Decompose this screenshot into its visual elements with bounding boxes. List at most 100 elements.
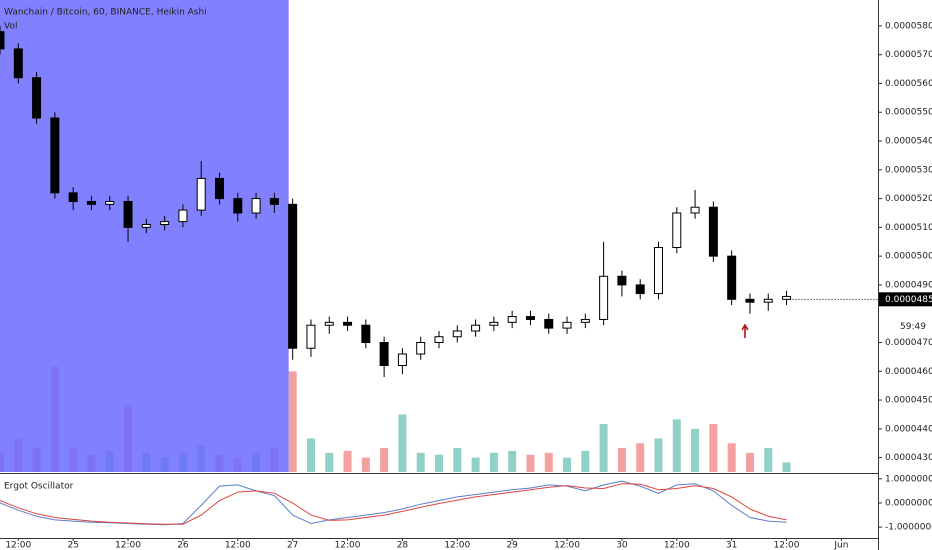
highlight-zone: [0, 0, 289, 472]
y-tick-label: 0.0000520: [885, 194, 932, 204]
candle-body: [489, 321, 499, 326]
y-tick-label: 0.0000510: [885, 223, 932, 233]
volume-bar: [361, 457, 370, 472]
y-tick-label: 0.0000450: [885, 396, 932, 406]
candle-body: [361, 324, 371, 343]
x-tick-label: 26: [177, 541, 189, 550]
candle-body: [525, 316, 535, 320]
candle-body: [745, 298, 755, 303]
candle-body: [13, 48, 23, 79]
candle-body: [599, 275, 609, 320]
candle-body: [672, 212, 682, 249]
candle-body: [379, 341, 389, 367]
y-tick-label: 0.0000470: [885, 338, 932, 348]
candle-body: [50, 117, 60, 194]
y-tick-label: 0.0000430: [885, 453, 932, 463]
y-tick-label: 0.0000440: [885, 424, 932, 434]
volume-bar: [306, 438, 315, 472]
oscillator-layer: [0, 480, 787, 526]
x-tick-label: 28: [397, 541, 409, 550]
volume-bar: [599, 424, 608, 472]
osc-y-tick-label: 0.0000000: [885, 498, 932, 508]
x-tick-label: 27: [287, 541, 298, 550]
volume-bar: [672, 419, 681, 472]
volume-bar: [508, 450, 517, 472]
candle-body: [434, 336, 444, 343]
candle-body: [343, 321, 353, 326]
volume-bar: [544, 452, 553, 472]
x-tick-label: 25: [67, 541, 78, 550]
x-tick-label: Jun: [833, 541, 848, 550]
last-price-tag: [879, 292, 932, 307]
volume-label: Vol: [4, 22, 17, 32]
candle-body: [562, 321, 572, 329]
volume-bar: [380, 448, 389, 472]
candle-body: [86, 200, 96, 205]
y-tick-label: 0.0000540: [885, 137, 932, 147]
candle-body: [397, 353, 407, 367]
x-tick-label: 31: [726, 541, 737, 550]
x-tick-label: 12:00: [664, 541, 690, 550]
candle-body: [0, 31, 5, 50]
candle-body: [178, 209, 188, 223]
highlight-layer: [0, 0, 289, 472]
volume-bar: [727, 443, 736, 472]
x-tick-label: 12:00: [115, 541, 141, 550]
volume-bar: [617, 448, 626, 472]
candle-body: [708, 206, 718, 257]
candle-body: [160, 221, 170, 225]
candle-body: [105, 200, 115, 205]
candle-body: [32, 77, 42, 119]
oscillator-label: Ergot Oscillator: [4, 482, 74, 492]
volume-bar: [764, 448, 773, 472]
chart-title: Wanchain / Bitcoin, 60, BINANCE, Heikin …: [4, 8, 207, 18]
y-tick-label: 0.0000460: [885, 367, 932, 377]
volume-bar: [526, 454, 535, 472]
y-tick-label: 0.0000560: [885, 79, 932, 89]
candle-body: [727, 255, 737, 300]
volume-bar: [398, 414, 407, 472]
candle-body: [215, 177, 224, 200]
candle-body: [68, 192, 78, 202]
x-tick-label: 12:00: [5, 541, 31, 550]
candle-body: [141, 223, 151, 228]
candle-body: [654, 247, 663, 295]
x-tick-label: 12:00: [225, 541, 251, 550]
candle-body: [617, 275, 627, 286]
x-tick-label: 12:00: [335, 541, 361, 550]
candle-body: [233, 198, 243, 214]
volume-bar: [581, 450, 590, 472]
x-tick-label: 29: [506, 541, 518, 550]
volume-bar: [489, 452, 498, 472]
volume-bar: [416, 452, 425, 472]
y-tick-label: 0.0000580: [885, 21, 932, 31]
volume-bar: [709, 424, 718, 472]
candle-body: [580, 318, 590, 323]
candle-body: [763, 298, 773, 303]
candle-body: [123, 200, 133, 228]
volume-bar: [782, 462, 791, 472]
countdown: 59:49: [900, 322, 926, 332]
x-tick-label: 12:00: [444, 541, 470, 550]
volume-bar: [636, 443, 645, 472]
volume-bar: [453, 448, 462, 472]
candle-body: [324, 321, 334, 326]
osc-y-tick-label: -1.0000000: [885, 523, 932, 533]
y-tick-label: 0.0000530: [885, 165, 932, 175]
candle-body: [196, 177, 206, 211]
volume-bar: [654, 438, 663, 472]
candle-body: [269, 198, 279, 205]
osc-y-tick-label: 1.0000000: [885, 474, 932, 484]
candle-body: [288, 203, 298, 349]
oscillator-line: [0, 483, 787, 525]
volume-bar: [563, 457, 572, 472]
candle-body: [416, 341, 426, 355]
volume-bar: [343, 450, 352, 472]
y-tick-label: 0.0000570: [885, 50, 932, 60]
y-tick-label: 0.0000490: [885, 280, 932, 290]
x-tick-label: 30: [616, 541, 628, 550]
candle-body: [471, 324, 481, 332]
price-layer: [0, 25, 792, 378]
volume-bar: [691, 428, 700, 472]
